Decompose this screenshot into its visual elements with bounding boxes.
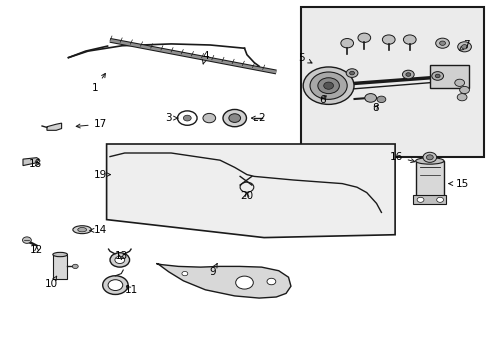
Text: 12: 12 bbox=[30, 245, 43, 255]
Circle shape bbox=[461, 45, 467, 49]
Circle shape bbox=[110, 253, 129, 267]
Text: 4: 4 bbox=[202, 51, 208, 64]
Ellipse shape bbox=[415, 158, 443, 164]
Circle shape bbox=[72, 264, 78, 269]
Circle shape bbox=[439, 41, 445, 45]
Circle shape bbox=[317, 78, 339, 94]
Circle shape bbox=[340, 39, 353, 48]
Circle shape bbox=[203, 113, 215, 123]
Circle shape bbox=[456, 94, 466, 101]
Circle shape bbox=[102, 276, 128, 294]
Circle shape bbox=[403, 35, 415, 44]
Polygon shape bbox=[23, 158, 39, 166]
Circle shape bbox=[416, 197, 423, 202]
Text: 6: 6 bbox=[319, 95, 325, 105]
Circle shape bbox=[22, 237, 31, 243]
Circle shape bbox=[454, 79, 464, 86]
Circle shape bbox=[405, 73, 410, 76]
Text: 10: 10 bbox=[45, 276, 58, 289]
Circle shape bbox=[349, 71, 354, 75]
Circle shape bbox=[108, 280, 122, 291]
Text: 13: 13 bbox=[114, 251, 128, 261]
Bar bbox=[415, 161, 443, 196]
Circle shape bbox=[436, 197, 443, 202]
Circle shape bbox=[435, 38, 448, 48]
Bar bbox=[412, 195, 446, 204]
Circle shape bbox=[177, 111, 197, 125]
Text: 1: 1 bbox=[92, 73, 105, 93]
Circle shape bbox=[235, 276, 253, 289]
Ellipse shape bbox=[78, 228, 86, 232]
Text: 20: 20 bbox=[240, 191, 253, 201]
Circle shape bbox=[422, 152, 436, 162]
Text: 3: 3 bbox=[165, 113, 178, 123]
Bar bbox=[300, 7, 483, 157]
Text: 7: 7 bbox=[459, 40, 468, 50]
Text: 16: 16 bbox=[388, 152, 414, 163]
Circle shape bbox=[223, 109, 246, 127]
Ellipse shape bbox=[53, 252, 67, 257]
Circle shape bbox=[457, 42, 470, 52]
Circle shape bbox=[303, 67, 353, 104]
Text: 11: 11 bbox=[124, 285, 138, 295]
Text: 2: 2 bbox=[251, 113, 264, 123]
Text: 5: 5 bbox=[298, 53, 311, 63]
Text: 14: 14 bbox=[90, 225, 107, 235]
Ellipse shape bbox=[73, 226, 91, 234]
Circle shape bbox=[228, 114, 240, 122]
Circle shape bbox=[115, 256, 124, 264]
Circle shape bbox=[182, 271, 187, 276]
Circle shape bbox=[402, 70, 413, 79]
Circle shape bbox=[382, 35, 394, 44]
Circle shape bbox=[376, 96, 385, 103]
Circle shape bbox=[309, 72, 346, 99]
Circle shape bbox=[459, 86, 468, 94]
Polygon shape bbox=[47, 123, 61, 130]
Circle shape bbox=[426, 155, 432, 160]
Text: 19: 19 bbox=[93, 170, 110, 180]
Text: 18: 18 bbox=[28, 159, 42, 169]
Text: 8: 8 bbox=[371, 103, 378, 113]
Text: 9: 9 bbox=[209, 264, 217, 277]
Circle shape bbox=[431, 72, 443, 80]
Circle shape bbox=[434, 74, 439, 78]
Text: 15: 15 bbox=[448, 179, 468, 189]
Circle shape bbox=[183, 115, 191, 121]
Circle shape bbox=[323, 82, 333, 89]
Bar bbox=[53, 255, 67, 279]
Circle shape bbox=[364, 94, 376, 102]
Circle shape bbox=[266, 278, 275, 285]
Polygon shape bbox=[429, 65, 468, 88]
Polygon shape bbox=[156, 264, 290, 298]
Polygon shape bbox=[106, 144, 394, 238]
Circle shape bbox=[346, 69, 357, 77]
Circle shape bbox=[357, 33, 370, 42]
Text: 17: 17 bbox=[76, 119, 107, 129]
